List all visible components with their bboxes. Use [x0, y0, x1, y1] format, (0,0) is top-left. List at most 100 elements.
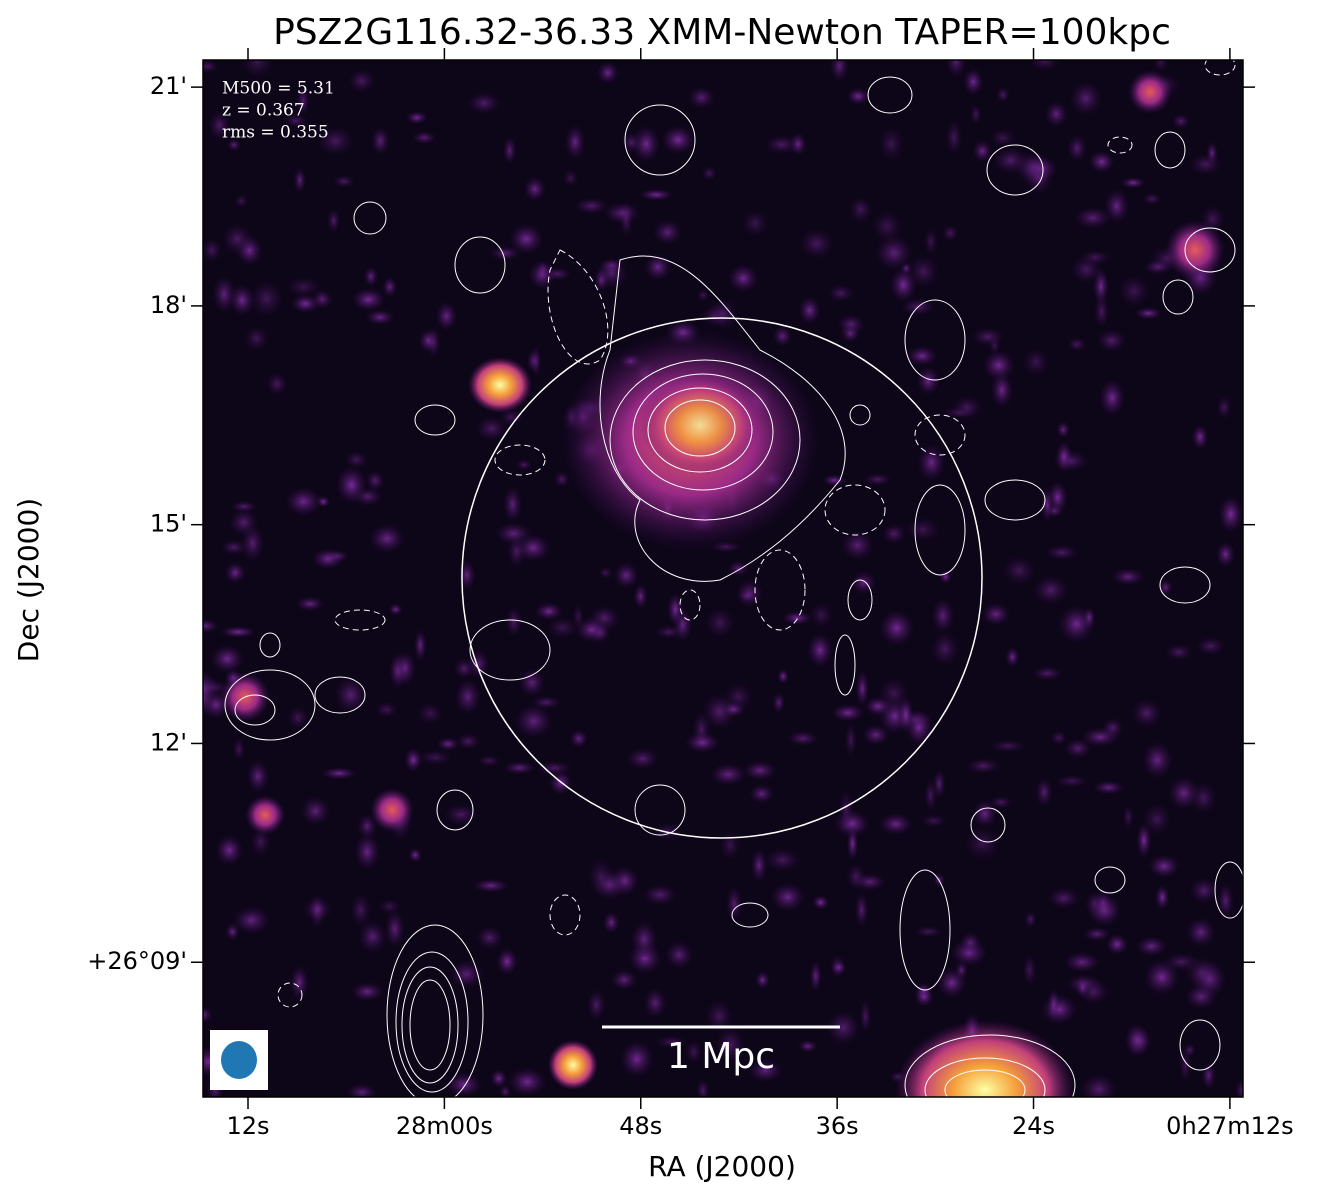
noise-blob — [289, 964, 310, 1001]
noise-blob — [364, 309, 396, 326]
noise-blob — [527, 259, 557, 291]
noise-blob — [388, 603, 404, 616]
noise-blob — [219, 625, 258, 639]
noise-blob — [718, 828, 742, 862]
noise-blob — [448, 958, 485, 990]
noise-blob — [825, 1009, 861, 1046]
noise-blob — [1133, 306, 1163, 320]
noise-blob — [988, 739, 1028, 753]
noise-blob — [1069, 254, 1103, 285]
noise-blob — [466, 648, 491, 680]
noise-blob — [502, 485, 523, 524]
noise-blob — [696, 288, 710, 302]
noise-blob — [786, 730, 820, 747]
noise-blob — [632, 583, 649, 610]
noise-blob — [684, 1039, 704, 1065]
noise-blob — [1079, 1072, 1119, 1097]
noise-blob — [1201, 1060, 1217, 1090]
noise-blob — [1128, 1026, 1153, 1056]
noise-blob — [243, 324, 270, 352]
noise-blob — [475, 925, 504, 950]
noise-blob — [652, 218, 683, 246]
noise-blob — [930, 597, 956, 634]
noise-blob — [1103, 188, 1130, 225]
noise-blob — [859, 997, 872, 1035]
noise-blob — [203, 618, 219, 634]
noise-blob — [347, 68, 376, 94]
noise-blob — [1147, 854, 1181, 879]
noise-blob — [1044, 100, 1069, 129]
noise-blob — [1217, 494, 1243, 534]
x-tick-label: 36s — [816, 1112, 859, 1140]
noise-blob — [235, 234, 264, 267]
noise-blob — [726, 560, 750, 577]
noise-blob — [597, 565, 614, 580]
noise-blob — [1184, 983, 1218, 1010]
noise-blob — [602, 910, 621, 935]
noise-blob — [878, 609, 915, 647]
noise-blob — [1188, 876, 1220, 905]
noise-blob — [959, 931, 982, 954]
noise-blob — [1105, 933, 1129, 956]
noise-blob — [742, 760, 778, 782]
noise-blob — [1055, 440, 1073, 473]
noise-blob — [844, 720, 858, 759]
noise-blob — [381, 276, 398, 298]
noise-blob — [877, 676, 911, 711]
noise-blob — [660, 124, 696, 155]
noise-blob — [923, 778, 938, 813]
noise-blob — [826, 283, 855, 303]
noise-blob — [740, 208, 770, 238]
noise-blob — [1215, 394, 1233, 421]
noise-blob — [878, 812, 914, 836]
noise-blob — [939, 569, 953, 585]
noise-blob — [1167, 775, 1201, 811]
noise-blob — [1096, 328, 1128, 353]
noise-blob — [1171, 112, 1191, 130]
noise-blob — [1068, 80, 1104, 117]
noise-blob — [296, 85, 311, 117]
noise-blob — [293, 166, 307, 195]
noise-blob — [846, 87, 871, 106]
noise-blob — [1053, 774, 1090, 788]
noise-blob — [1098, 378, 1126, 418]
x-tick-label: 12s — [226, 1112, 269, 1140]
noise-blob — [442, 803, 480, 827]
noise-blob — [919, 813, 948, 829]
noise-blob — [771, 691, 786, 714]
noise-blob — [748, 783, 775, 804]
noise-blob — [589, 622, 611, 644]
noise-blob — [1191, 423, 1209, 451]
noise-blob — [1032, 574, 1070, 606]
noise-blob — [1082, 926, 1112, 942]
noise-blob — [435, 300, 458, 332]
y-axis-label: Dec (J2000) — [12, 498, 45, 662]
noise-blob — [349, 981, 385, 1002]
x-tick-label: 24s — [1012, 1112, 1055, 1140]
noise-blob — [1135, 935, 1168, 957]
noise-blob — [769, 881, 806, 913]
noise-blob — [286, 705, 310, 731]
noise-blob — [494, 521, 533, 546]
noise-blob — [771, 324, 793, 348]
noise-blob — [877, 124, 906, 163]
noise-blob — [982, 349, 1016, 382]
noise-blob — [861, 724, 891, 746]
noise-blob — [855, 669, 870, 708]
noise-blob — [246, 759, 270, 794]
noise-blob — [1217, 881, 1235, 921]
noise-blob — [701, 165, 718, 182]
noise-blob — [811, 894, 830, 911]
noise-blob — [854, 891, 869, 929]
noise-blob — [725, 885, 743, 923]
noise-blob — [642, 986, 668, 1020]
noise-blob — [916, 365, 941, 396]
noise-blob — [507, 1067, 548, 1097]
noise-blob — [988, 795, 1014, 809]
noise-blob — [517, 667, 546, 698]
noise-blob — [240, 523, 265, 564]
noise-blob — [454, 677, 482, 716]
noise-blob — [384, 908, 406, 949]
noise-blob — [1120, 176, 1146, 189]
noise-blob — [1093, 293, 1110, 330]
